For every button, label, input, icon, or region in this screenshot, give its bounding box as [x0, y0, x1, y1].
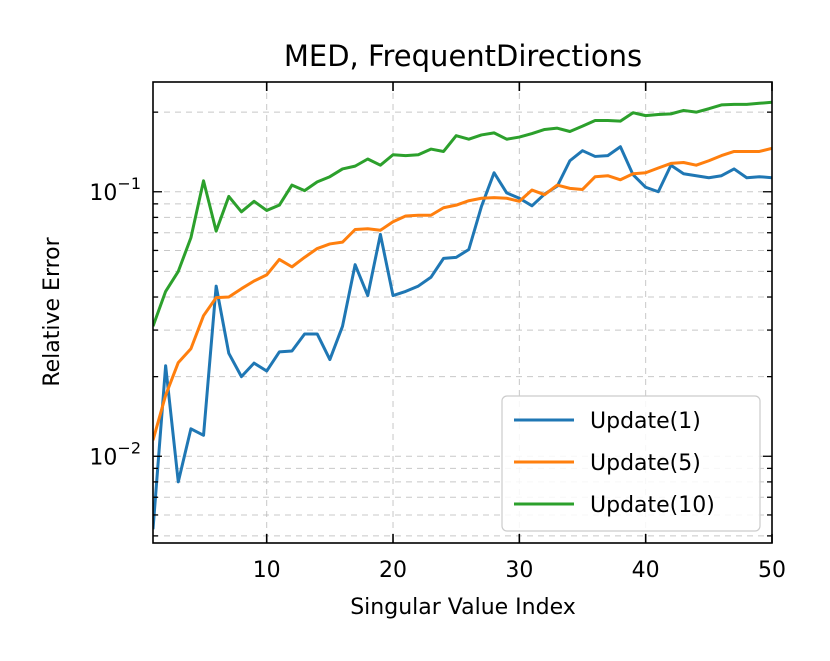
- x-tick-label: 40: [632, 558, 660, 583]
- series-line-3: [153, 100, 772, 327]
- legend: Update(1) Update(5) Update(10): [501, 395, 761, 532]
- plot-frame: [152, 81, 773, 544]
- x-tick-label: 50: [758, 558, 786, 583]
- legend-label-3: Update(10): [590, 493, 715, 518]
- ticks: 10 20 30 40 50 10−2 10−1: [89, 82, 786, 583]
- legend-box: [501, 395, 761, 532]
- y-tick-label: 10−1: [89, 174, 141, 206]
- series-line-2: [153, 146, 772, 441]
- legend-label-1: Update(1): [590, 409, 701, 434]
- series-line-1: [153, 145, 772, 530]
- x-axis-label: Singular Value Index: [350, 595, 576, 620]
- x-tick-label: 10: [253, 558, 281, 583]
- x-tick-label: 20: [379, 558, 407, 583]
- x-tick-label: 30: [505, 558, 533, 583]
- y-tick-label: 10−2: [89, 438, 141, 470]
- grid: [153, 82, 772, 543]
- legend-label-2: Update(5): [590, 451, 701, 476]
- series-group: [153, 100, 772, 530]
- y-axis-label: Relative Error: [40, 236, 65, 386]
- chart-title: MED, FrequentDirections: [284, 39, 642, 73]
